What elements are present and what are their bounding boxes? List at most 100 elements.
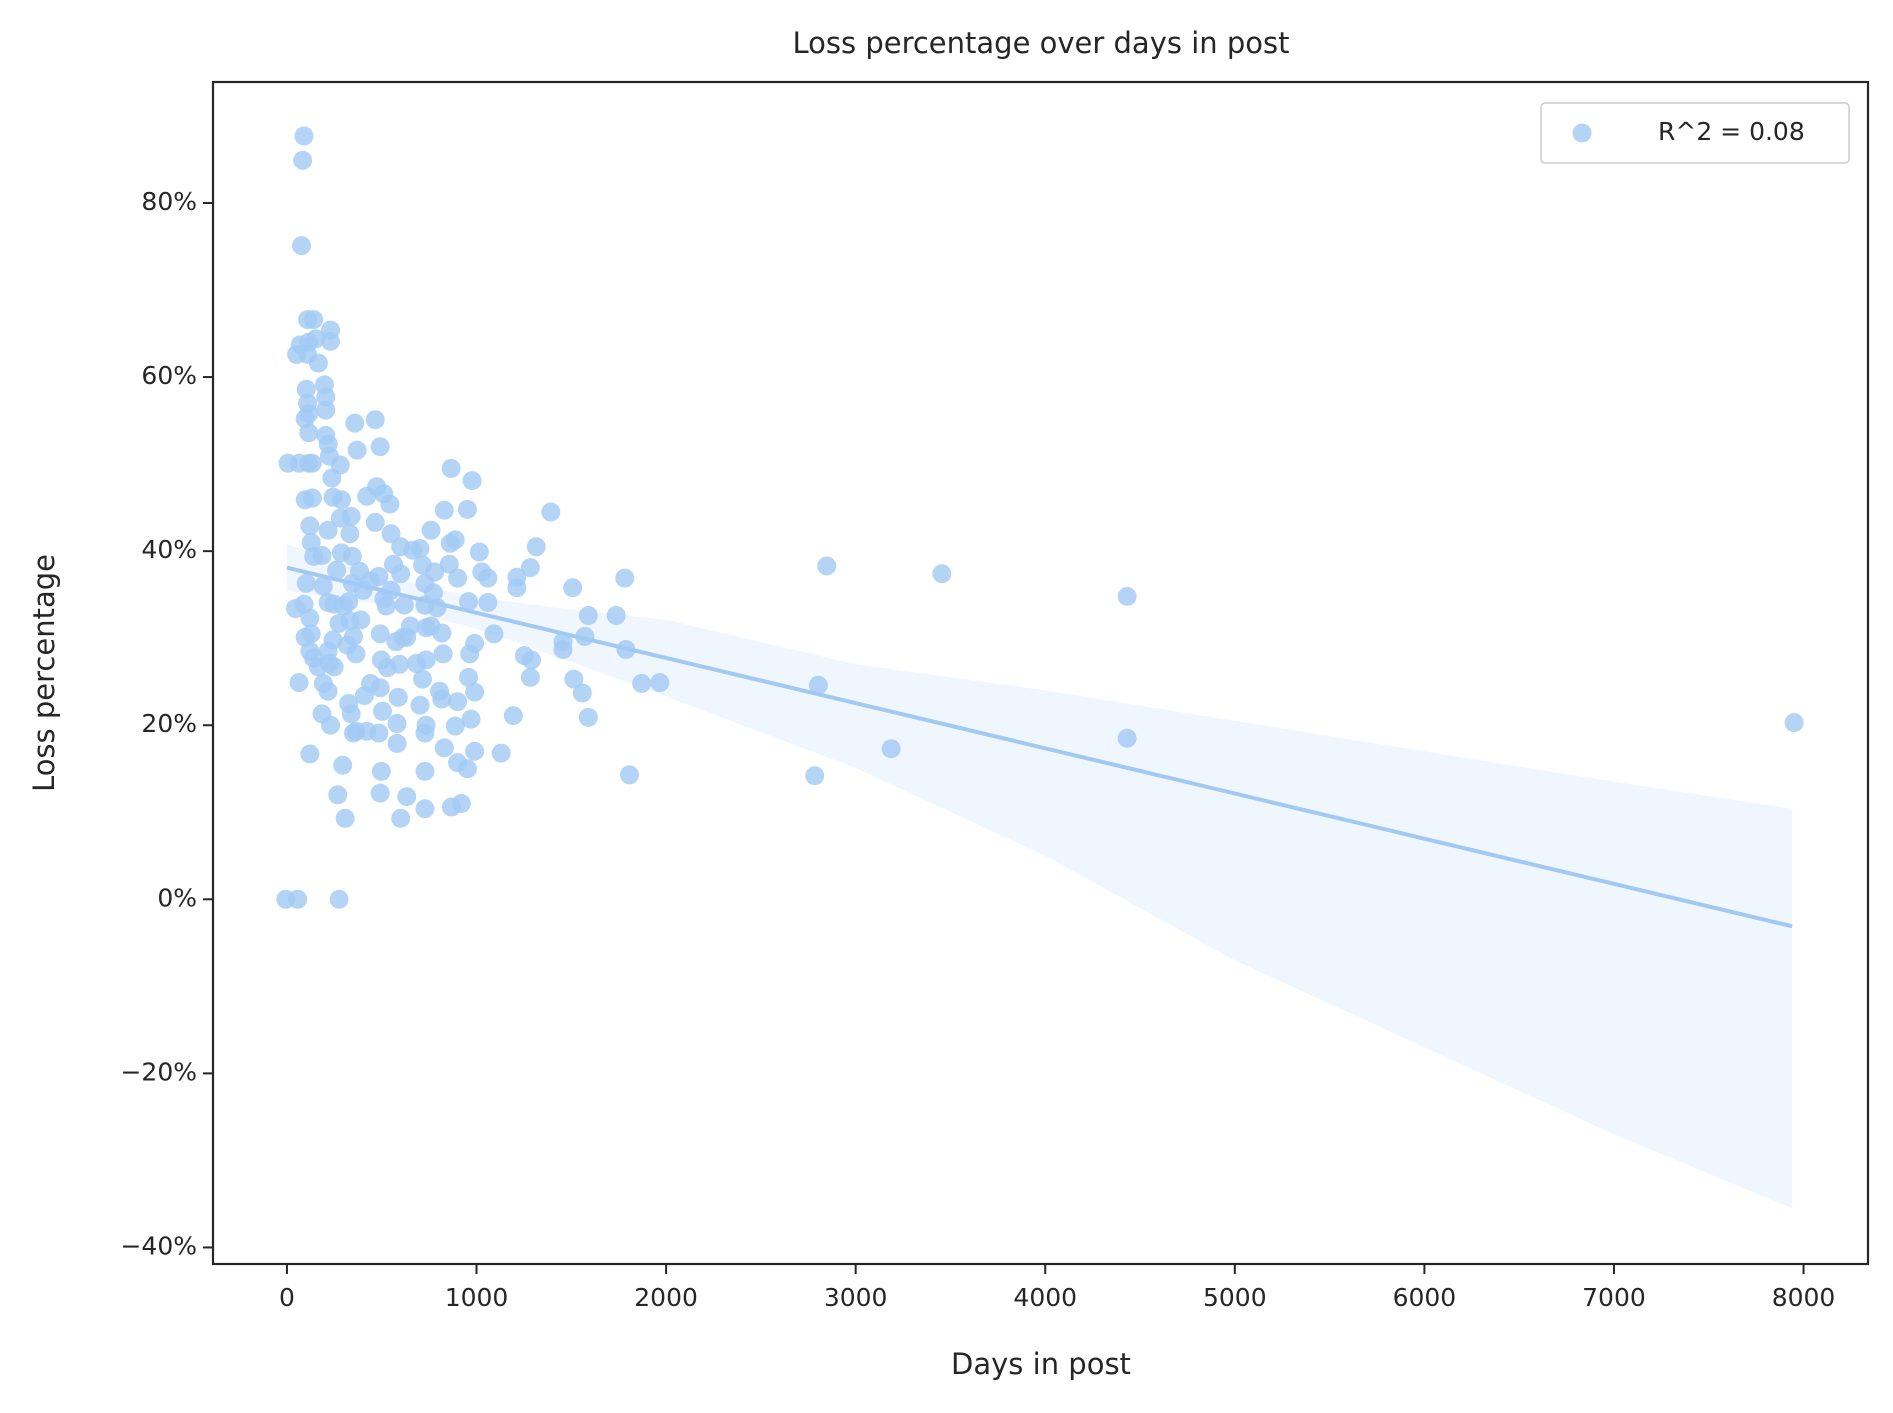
scatter-point (300, 608, 320, 628)
scatter-point (520, 558, 540, 578)
scatter-point (503, 706, 523, 726)
y-tick-label: 40% (141, 535, 197, 564)
scatter-point (318, 520, 338, 540)
x-axis-label: Days in post (951, 1347, 1131, 1381)
scatter-point (308, 657, 328, 677)
scatter-point (484, 624, 504, 644)
y-tick-label: 60% (141, 361, 197, 390)
scatter-point (321, 320, 341, 340)
scatter-point (439, 554, 459, 574)
y-tick-label: −40% (120, 1231, 197, 1260)
scatter-point (460, 644, 480, 664)
y-tick-label: 0% (157, 883, 197, 912)
scatter-point (314, 375, 334, 395)
scatter-point (339, 693, 359, 713)
scatter-point (553, 632, 573, 652)
scatter-point (578, 606, 598, 626)
legend-label: R^2 = 0.08 (1658, 117, 1805, 146)
scatter-point (372, 701, 392, 721)
scatter-point (388, 687, 408, 707)
scatter-point (478, 592, 498, 612)
scatter-point (410, 695, 430, 715)
scatter-point (351, 610, 371, 630)
scatter-point (345, 413, 365, 433)
scatter-point (329, 889, 349, 909)
scatter-point (397, 787, 417, 807)
scatter-point (313, 673, 333, 693)
scatter-point (318, 592, 338, 612)
scatter-point (1784, 713, 1804, 733)
x-tick-label: 2000 (634, 1283, 698, 1312)
scatter-point (370, 783, 390, 803)
scatter-point (323, 487, 343, 507)
scatter-point (448, 753, 468, 773)
scatter-point (302, 488, 322, 508)
scatter-point (808, 675, 828, 695)
scatter-point (330, 508, 350, 528)
scatter-point (365, 410, 385, 430)
scatter-point (327, 560, 347, 580)
scatter-point (391, 537, 411, 557)
scatter-point (300, 516, 320, 536)
scatter-point (406, 653, 426, 673)
scatter-point (541, 502, 561, 522)
scatter-point (296, 573, 316, 593)
scatter-point (313, 576, 333, 596)
regression-line (286, 565, 1793, 929)
x-tick-label: 4000 (1013, 1283, 1077, 1312)
scatter-point (632, 673, 652, 693)
scatter-point (294, 126, 314, 146)
scatter-point (434, 738, 454, 758)
x-tick-label: 5000 (1203, 1283, 1267, 1312)
plot-frame (211, 80, 1870, 1266)
scatter-point (381, 524, 401, 544)
scatter-point (387, 713, 407, 733)
scatter-point (491, 743, 511, 763)
x-tick-label: 7000 (1582, 1283, 1646, 1312)
scatter-point (507, 567, 527, 587)
scatter-point (316, 425, 336, 445)
scatter-point (459, 592, 479, 612)
legend-marker (1572, 123, 1592, 143)
scatter-point (343, 723, 363, 743)
scatter-point (1117, 586, 1137, 606)
y-axis-label: Loss percentage (27, 554, 61, 792)
scatter-point (441, 458, 461, 478)
scatter-point (932, 564, 952, 584)
scatter-point (520, 667, 540, 687)
scatter-point (335, 808, 355, 828)
scatter-point (615, 568, 635, 588)
scatter-point (391, 808, 411, 828)
scatter-point (365, 512, 385, 532)
scatter-point (465, 741, 485, 761)
scatter-point (425, 562, 445, 582)
scatter-point (361, 673, 381, 693)
scatter-point (619, 765, 639, 785)
scatter-point (433, 644, 453, 664)
scatter-point (318, 641, 338, 661)
scatter-point (383, 554, 403, 574)
scatter-point (881, 739, 901, 759)
scatter-point (312, 704, 332, 724)
scatter-point (340, 524, 360, 544)
scatter-point (606, 606, 626, 626)
scatter-point (421, 616, 441, 636)
scatter-point (285, 599, 305, 619)
scatter-point (445, 530, 465, 550)
scatter-point (472, 562, 492, 582)
scatter-point (805, 766, 825, 786)
scatter-point (347, 440, 367, 460)
scatter-point (334, 596, 354, 616)
scatter-point (324, 657, 344, 677)
scatter-point (459, 667, 479, 687)
scatter-point (817, 556, 837, 576)
scatter-point (376, 596, 396, 616)
scatter-point (300, 744, 320, 764)
scatter-point (572, 683, 592, 703)
scatter-point (374, 484, 394, 504)
scatter-point (564, 669, 584, 689)
scatter-point (298, 310, 318, 330)
x-tick-label: 1000 (445, 1283, 509, 1312)
scatter-point (457, 499, 477, 519)
